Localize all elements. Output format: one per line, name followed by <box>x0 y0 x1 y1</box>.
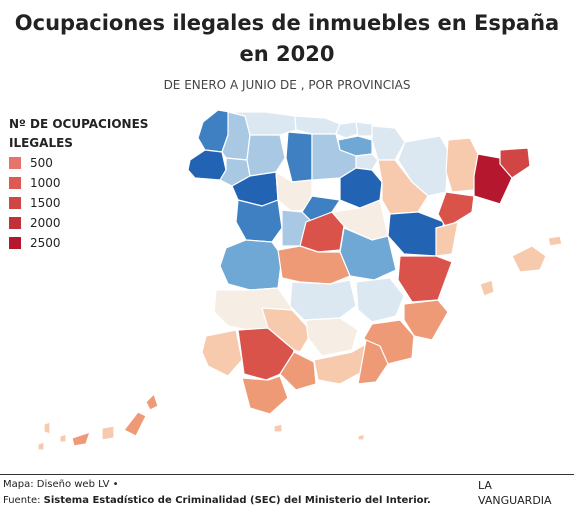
brand-line-2: VANGUARDIA <box>478 494 552 507</box>
legend-swatch <box>9 177 21 189</box>
province-leon[interactable] <box>246 134 286 177</box>
province-lleida[interactable] <box>445 137 479 193</box>
legend-swatch <box>9 197 21 209</box>
legend-item: 1000 <box>9 173 169 193</box>
island-la-gomera[interactable] <box>59 433 67 443</box>
source-prefix: Fuente: <box>3 495 44 506</box>
legend-title: Nº DE OCUPACIONES ILEGALES <box>9 117 149 150</box>
island-el-hierro[interactable] <box>37 441 45 451</box>
legend-item: 2000 <box>9 213 169 233</box>
island-tenerife[interactable] <box>71 431 91 447</box>
legend-swatch <box>9 237 21 249</box>
province-pontevedra[interactable] <box>187 149 227 181</box>
province-la-rioja[interactable] <box>355 153 379 171</box>
legend-label: 500 <box>30 156 53 170</box>
province-cantabria[interactable] <box>294 115 341 135</box>
province-palencia[interactable] <box>285 131 313 183</box>
map-legend: Nº DE OCUPACIONES ILEGALES 500 1000 1500… <box>9 115 169 253</box>
province-soria[interactable] <box>339 167 383 209</box>
brand-logo[interactable]: LA VANGUARDIA <box>478 478 552 508</box>
legend-label: 2000 <box>30 216 61 230</box>
legend-label: 2500 <box>30 236 61 250</box>
legend-item: 1500 <box>9 193 169 213</box>
province-toledo[interactable] <box>277 245 351 285</box>
source-name[interactable]: Sistema Estadístico de Criminalidad (SEC… <box>43 495 431 506</box>
province-tarragona[interactable] <box>437 191 475 229</box>
map-credit: Mapa: Diseño web LV • <box>3 479 119 490</box>
legend-swatch <box>9 217 21 229</box>
footer-divider <box>0 474 574 475</box>
brand-line-1: LA <box>478 479 492 492</box>
island-gran-canaria[interactable] <box>101 425 115 441</box>
city-melilla[interactable] <box>357 433 365 441</box>
province-mallorca[interactable] <box>511 245 547 273</box>
island-fuerteventura[interactable] <box>123 411 147 437</box>
island-lanzarote[interactable] <box>145 393 159 411</box>
province-girona[interactable] <box>499 147 531 179</box>
province-cordoba[interactable] <box>261 307 313 353</box>
province-albacete[interactable] <box>355 277 405 323</box>
province-salamanca[interactable] <box>235 199 283 243</box>
island-menorca[interactable] <box>547 235 563 247</box>
province-jaen[interactable] <box>305 317 359 357</box>
province-caceres[interactable] <box>219 239 283 291</box>
legend-label: 1500 <box>30 196 61 210</box>
province-huelva[interactable] <box>201 329 243 377</box>
spain-province-map <box>37 109 563 451</box>
province-ciudad-real[interactable] <box>289 279 357 321</box>
city-ceuta[interactable] <box>273 423 283 433</box>
province-castellon[interactable] <box>435 221 459 257</box>
province-almeria[interactable] <box>357 339 389 385</box>
province-huesca[interactable] <box>397 135 449 197</box>
legend-item: 500 <box>9 153 169 173</box>
island-la-palma[interactable] <box>43 421 51 435</box>
map-title: Ocupaciones ilegales de inmuebles en Esp… <box>14 11 560 66</box>
legend-item: 2500 <box>9 233 169 253</box>
source-line: Fuente: Sistema Estadístico de Criminali… <box>3 495 431 506</box>
province-alicante[interactable] <box>403 299 449 341</box>
legend-label: 1000 <box>30 176 61 190</box>
legend-swatch <box>9 157 21 169</box>
province-valencia[interactable] <box>397 255 453 303</box>
island-ibiza[interactable] <box>479 279 495 297</box>
province-cadiz[interactable] <box>241 375 289 415</box>
province-malaga[interactable] <box>279 351 317 391</box>
province-gipuzkoa[interactable] <box>355 121 374 137</box>
map-subtitle: DE ENERO A JUNIO DE , POR PROVINCIAS <box>163 78 411 92</box>
province-burgos[interactable] <box>311 133 357 181</box>
province-bizkaia[interactable] <box>335 121 359 139</box>
